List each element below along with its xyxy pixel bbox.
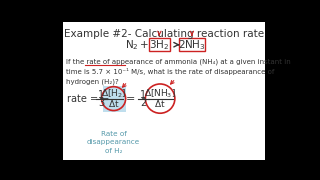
Text: rate = −: rate = − <box>67 94 109 104</box>
Text: $\Delta$t: $\Delta$t <box>108 98 119 109</box>
Text: $\Delta$[H$_2$]: $\Delta$[H$_2$] <box>101 88 126 100</box>
Text: N$_2$: N$_2$ <box>124 38 138 52</box>
Text: 2: 2 <box>140 98 146 108</box>
Text: 2NH$_3$: 2NH$_3$ <box>178 38 206 52</box>
Text: Rate of
disappearance
of H₂: Rate of disappearance of H₂ <box>87 131 140 154</box>
Text: $\Delta$t: $\Delta$t <box>154 98 166 109</box>
FancyBboxPatch shape <box>103 86 126 112</box>
Text: +: + <box>140 40 148 50</box>
Text: 1: 1 <box>140 90 146 100</box>
FancyBboxPatch shape <box>63 22 265 160</box>
Text: =: = <box>126 94 135 104</box>
Text: 1: 1 <box>98 90 104 100</box>
Text: 3H$_2$: 3H$_2$ <box>149 38 169 52</box>
Text: 3: 3 <box>98 98 104 108</box>
Text: $\Delta$[NH$_3$]: $\Delta$[NH$_3$] <box>144 88 176 100</box>
Text: If the rate of appearance of ammonia (NH₄) at a given instant in
time is 5.7 × 1: If the rate of appearance of ammonia (NH… <box>66 58 290 85</box>
Text: Example #2- Calculating reaction rate: Example #2- Calculating reaction rate <box>64 28 264 39</box>
